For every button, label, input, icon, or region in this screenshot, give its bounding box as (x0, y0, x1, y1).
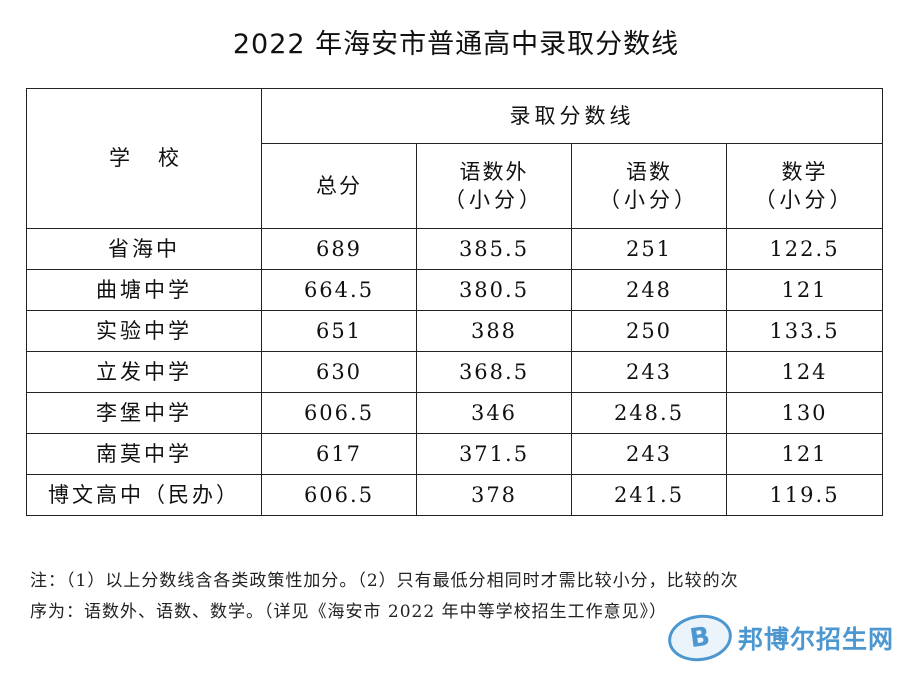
footnote-line-2: 序为：语数外、语数、数学。（详见《海安市 2022 年中等学校招生工作意见》） (30, 602, 668, 622)
ysw-score: 378 (416, 474, 572, 516)
school-name: 李堡中学 (26, 392, 262, 434)
ysw-score: 388 (416, 310, 572, 352)
table-header-row-2: 总分 语数外 （小分） 语数 （小分） 数学 （小分） (27, 143, 883, 229)
table-row: 实验中学 651 388 250 133.5 (26, 310, 883, 352)
table-row: 李堡中学 606.5 346 248.5 130 (26, 392, 883, 434)
school-name: 立发中学 (26, 351, 262, 393)
ys-score: 248.5 (571, 392, 727, 434)
school-name: 省海中 (26, 228, 262, 270)
ysw-score: 380.5 (416, 269, 572, 311)
math-score: 122.5 (726, 228, 883, 270)
math-score: 119.5 (726, 474, 883, 516)
page-title: 2022 年海安市普通高中录取分数线 (232, 29, 680, 60)
ys-score: 241.5 (571, 474, 727, 516)
site-watermark: B 邦博尔招生网 (665, 610, 895, 666)
column-header-total: 总分 (261, 143, 417, 229)
total-score: 606.5 (261, 392, 417, 434)
ys-score: 243 (571, 351, 727, 393)
table-row: 省海中 689 385.5 251 122.5 (26, 228, 883, 270)
ysw-score: 368.5 (416, 351, 572, 393)
total-score: 630 (261, 351, 417, 393)
footnote-line-1: 注：（1）以上分数线含各类政策性加分。（2）只有最低分相同时才需比较小分，比较的… (30, 571, 739, 591)
column-header-sublabel: （小分） (754, 188, 855, 212)
school-name: 实验中学 (26, 310, 262, 352)
total-score: 664.5 (261, 269, 417, 311)
ys-score: 251 (571, 228, 727, 270)
table-row: 曲塘中学 664.5 380.5 248 121 (26, 269, 883, 311)
ys-score: 248 (571, 269, 727, 311)
school-column-header: 学校 (26, 88, 262, 229)
school-name: 曲塘中学 (26, 269, 262, 311)
ysw-score: 346 (416, 392, 572, 434)
watermark-text: 邦博尔招生网 (738, 625, 895, 654)
table-row: 南莫中学 617 371.5 243 121 (26, 433, 883, 475)
column-header-label: 总分 (316, 173, 362, 198)
total-score: 606.5 (261, 474, 417, 516)
school-name: 博文高中（民办） (26, 474, 262, 516)
ys-score: 243 (571, 433, 727, 475)
total-score: 617 (261, 433, 417, 475)
column-header-yuwenshuxuewaiyu: 语数外 （小分） (416, 143, 572, 229)
column-header-sublabel: （小分） (444, 188, 544, 212)
total-score: 689 (261, 228, 417, 270)
total-score: 651 (261, 310, 417, 352)
school-name: 南莫中学 (26, 433, 262, 475)
footnote: 注：（1）以上分数线含各类政策性加分。（2）只有最低分相同时才需比较小分，比较的… (30, 566, 880, 628)
column-header-label: 语数外 (459, 159, 529, 184)
admission-score-table: 学校 录取分数线 总分 语数外 （小分） 语数 （小分） 数学 （小分） 省海中… (26, 88, 883, 516)
math-score: 124 (726, 351, 883, 393)
table-header-row-1: 学校 录取分数线 (26, 88, 883, 229)
column-header-yuwenshuxue: 语数 （小分） (571, 143, 727, 229)
math-score: 130 (726, 392, 883, 434)
math-score: 133.5 (726, 310, 883, 352)
column-header-label: 语数 (626, 159, 672, 184)
score-group-header: 录取分数线 (261, 88, 883, 144)
table-row: 博文高中（民办） 606.5 378 241.5 119.5 (26, 474, 883, 516)
column-header-label: 数学 (781, 159, 828, 184)
ysw-score: 385.5 (416, 228, 572, 270)
math-score: 121 (726, 269, 883, 311)
column-header-sublabel: （小分） (599, 188, 699, 212)
column-header-math: 数学 （小分） (726, 143, 883, 229)
ysw-score: 371.5 (416, 433, 572, 475)
watermark-logo-icon: B (665, 610, 735, 666)
table-row: 立发中学 630 368.5 243 124 (26, 351, 883, 393)
ys-score: 250 (571, 310, 727, 352)
math-score: 121 (726, 433, 883, 475)
